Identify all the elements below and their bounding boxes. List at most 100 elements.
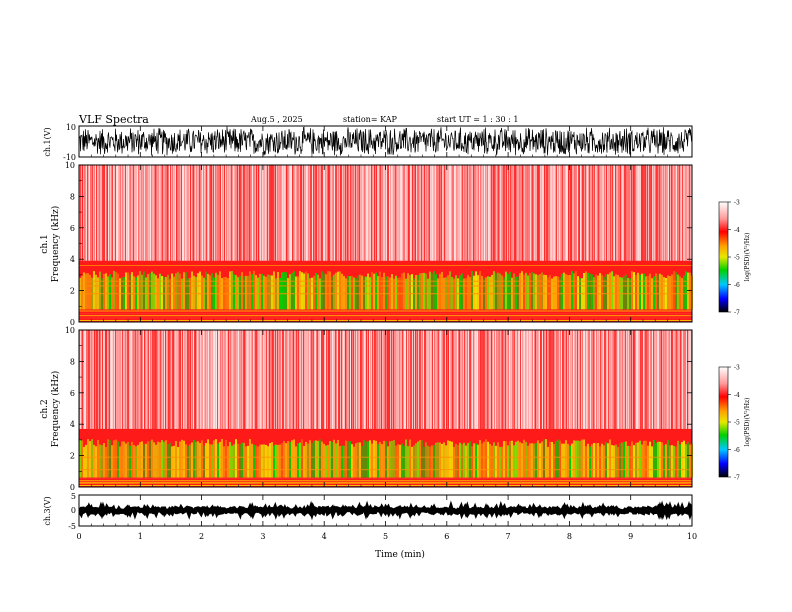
spectrogram-streak: [321, 330, 322, 431]
spectrogram-band-column: [545, 439, 547, 478]
spectrogram-band-column: [117, 441, 119, 478]
spectrogram-band-column: [671, 274, 673, 310]
spectrogram-band-column: [245, 446, 247, 478]
spectrogram-streak: [569, 330, 570, 431]
spectrogram-streak: [239, 330, 240, 431]
spectrogram-streak: [549, 330, 550, 431]
spectrogram-band-column: [525, 272, 527, 310]
spectrogram-streak: [651, 165, 652, 263]
spectrogram-streak: [176, 165, 177, 263]
spectrogram-streak: [266, 330, 267, 431]
spectrogram-streak: [226, 165, 227, 263]
spectrogram-streak: [236, 165, 237, 263]
spectrogram-streak: [382, 165, 383, 263]
spectrogram-streak: [181, 165, 182, 263]
spectrogram-streak: [544, 330, 545, 431]
spectrogram-band-column: [333, 274, 335, 310]
spectrogram-band-column: [373, 273, 375, 310]
spectrogram-streak: [589, 165, 590, 263]
spectrogram-streak: [524, 330, 525, 431]
spectrogram-band-column: [459, 442, 461, 478]
spectrogram-streak: [192, 330, 193, 431]
spectrogram-streak: [105, 165, 106, 263]
spectrogram-band-column: [653, 440, 655, 478]
spectrogram-band-column: [477, 275, 479, 310]
spectrogram-streak: [517, 165, 518, 263]
spectrogram-band-column: [285, 272, 287, 310]
spectrogram-streak: [635, 165, 636, 263]
spectrogram-streak: [180, 165, 181, 263]
spectrogram-band-column: [241, 442, 243, 478]
spectrogram-band-column: [599, 446, 601, 478]
spectrogram-streak: [356, 165, 357, 263]
spectrogram-streak: [240, 330, 241, 431]
spectrogram-streak: [222, 165, 223, 263]
spectrogram-streak: [556, 165, 557, 263]
spectrogram-streak: [608, 165, 609, 263]
spectrogram-band-column: [469, 441, 471, 478]
spectrogram-streak: [203, 165, 204, 263]
spectrogram-streak: [665, 165, 666, 263]
spectrogram-streak: [160, 330, 161, 431]
spectrogram-streak: [575, 330, 576, 431]
spectrogram-band-column: [627, 445, 629, 478]
spectrogram-band-column: [491, 445, 493, 478]
spectrogram-streak: [449, 330, 450, 431]
spectrogram-streak: [208, 165, 209, 263]
spectrogram-streak: [309, 330, 310, 431]
spectrogram-band-column: [589, 446, 591, 478]
spectrogram-streak: [420, 330, 421, 431]
spectrogram-streak: [296, 165, 297, 263]
spectrogram-streak: [627, 330, 628, 431]
spectrogram-streak: [611, 330, 612, 431]
spectrogram-streak: [398, 165, 399, 263]
spectrogram-band-column: [527, 445, 529, 478]
spectrogram-streak: [128, 165, 129, 263]
spectrogram-band-column: [605, 274, 607, 310]
spectrogram-streak: [498, 165, 499, 263]
spectrogram-band-column: [377, 444, 379, 478]
spectrogram-streak: [625, 330, 626, 431]
spectrogram-streak: [132, 330, 133, 431]
spectrogram-streak: [257, 165, 258, 263]
spectrogram-streak: [216, 165, 217, 263]
spectrogram-streak: [422, 330, 423, 431]
spectrogram-streak: [419, 330, 420, 431]
spectrogram-streak: [599, 330, 600, 431]
spectrogram-band-column: [131, 272, 133, 310]
spectrogram-band-column: [367, 273, 369, 310]
spectrogram-streak: [252, 330, 253, 431]
spectrogram-streak: [171, 165, 172, 263]
spectrogram-band-column: [587, 272, 589, 310]
spectrogram-band-column: [117, 273, 119, 310]
spectrogram-streak: [411, 330, 412, 431]
spectrogram-streak: [644, 165, 645, 263]
spectrogram-band-column: [589, 273, 591, 310]
spectrogram-streak: [241, 165, 242, 263]
spectrogram-streak: [199, 330, 200, 431]
spectrogram-streak: [592, 330, 593, 431]
spectrogram-band-column: [295, 446, 297, 478]
spectrogram-streak: [426, 165, 427, 263]
spectrogram-streak: [423, 165, 424, 263]
spectrogram-band-column: [165, 277, 167, 310]
spectrogram-streak: [286, 330, 287, 431]
spectrogram-band-column: [335, 272, 337, 310]
spectrogram-streak: [83, 165, 84, 263]
spectrogram-streak: [219, 330, 220, 431]
spectrogram-streak: [255, 165, 256, 263]
spectrogram-streak: [104, 330, 105, 431]
spectrogram-streak: [223, 330, 224, 431]
spectrogram-streak: [562, 165, 563, 263]
spectrogram-streak: [679, 165, 680, 263]
spectrogram-streak: [123, 330, 124, 431]
spectrogram-streak: [253, 165, 254, 263]
spectrogram-streak: [457, 330, 458, 431]
spectrogram-band-column: [219, 271, 221, 310]
spectrogram-band-column: [245, 275, 247, 310]
spectrogram-streak: [520, 165, 521, 263]
spectrogram-band-column: [187, 445, 189, 478]
spectrogram-streak: [514, 330, 515, 431]
spectrogram-band-column: [457, 445, 459, 478]
spectrogram-streak: [259, 165, 260, 263]
